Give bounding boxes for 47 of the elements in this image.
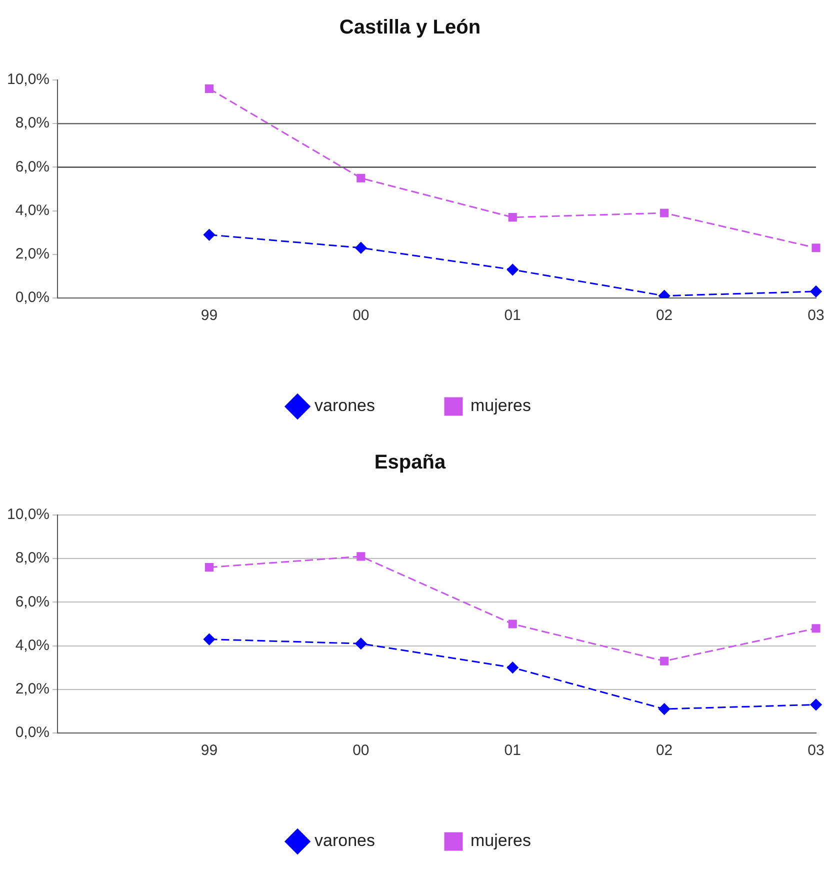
x-tick-label: 00 [352, 307, 370, 324]
legend-label: varones [314, 396, 376, 416]
point [203, 229, 215, 241]
point [810, 286, 822, 298]
point [204, 563, 214, 572]
chart-title: España [374, 452, 446, 474]
y-tick-label: 8,0% [15, 550, 50, 567]
x-tick-label: 99 [200, 742, 218, 760]
point [355, 638, 367, 650]
x-tick-label: 99 [200, 307, 218, 324]
x-tick-label: 00 [352, 742, 370, 760]
chart-title: Castilla y León [339, 16, 481, 39]
point [658, 703, 670, 715]
point [660, 208, 669, 218]
point [812, 624, 820, 633]
point [508, 213, 517, 222]
point [204, 84, 214, 94]
y-tick-label: 4,0% [15, 636, 50, 654]
y-tick-label: 6,0% [15, 158, 50, 176]
x-tick-label: 03 [808, 307, 824, 324]
legend-label: varones [314, 831, 376, 850]
y-tick-label: 10,0% [6, 506, 50, 524]
point [810, 698, 822, 710]
point [355, 242, 367, 254]
point [506, 662, 518, 674]
x-tick-label: 03 [808, 742, 824, 760]
point [812, 244, 820, 252]
y-tick-label: 0,0% [15, 724, 50, 742]
y-tick-label: 4,0% [15, 202, 50, 219]
x-tick-label: 01 [504, 307, 521, 324]
x-tick-label: 02 [656, 742, 673, 760]
point [356, 552, 366, 561]
point [660, 656, 669, 666]
y-tick-label: 2,0% [15, 246, 50, 263]
point [508, 620, 517, 628]
point [506, 264, 518, 276]
point [203, 634, 215, 646]
x-tick-label: 01 [504, 742, 521, 760]
y-tick-label: 10,0% [6, 71, 50, 88]
y-tick-label: 6,0% [15, 593, 50, 610]
legend-label: mujeres [470, 831, 531, 850]
point [356, 174, 366, 182]
x-tick-label: 02 [656, 307, 673, 324]
y-tick-label: 8,0% [15, 114, 50, 132]
legend-label: mujeres [470, 396, 531, 416]
y-tick-label: 2,0% [15, 680, 50, 698]
y-tick-label: 0,0% [15, 289, 50, 306]
